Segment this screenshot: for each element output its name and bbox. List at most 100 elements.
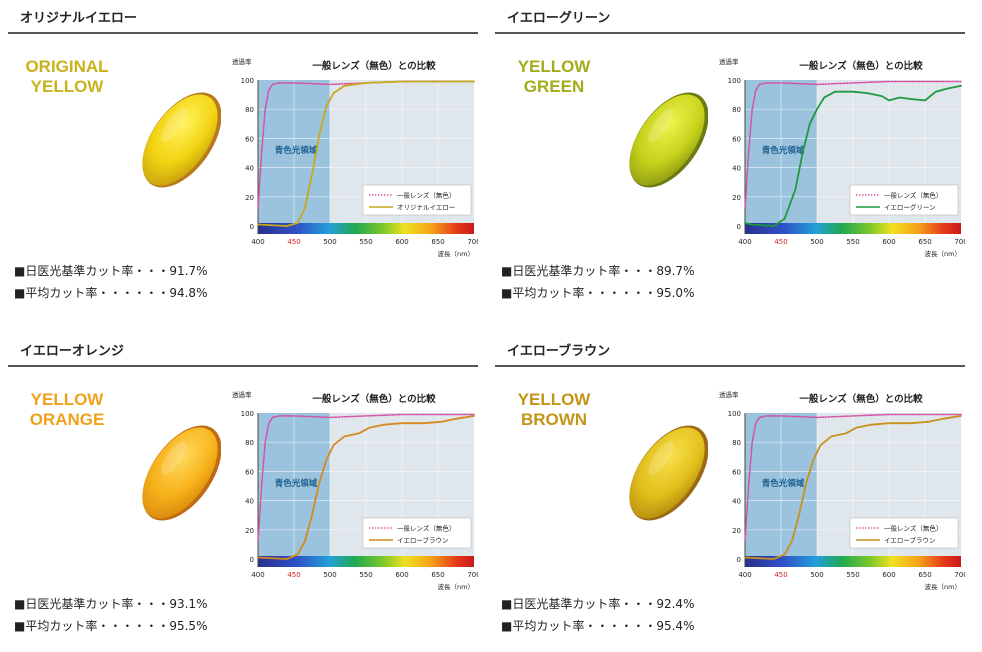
stat-row-jmoa: ■日医光基準カット率・・・93.1% [14, 593, 207, 615]
stat-label: ■平均カット率・・・・・・ [501, 619, 657, 633]
legend-box [362, 517, 472, 549]
stat-label: ■日医光基準カット率・・・ [501, 597, 657, 611]
stat-row-average: ■平均カット率・・・・・・94.8% [14, 282, 207, 304]
legend-label-1: オリジナルイエロー [397, 204, 455, 212]
y-tick-label: 40 [245, 498, 254, 506]
x-tick-label: 500 [810, 238, 823, 246]
x-axis-label: 波長（nm） [438, 582, 474, 591]
region-label: 青色光領域 [762, 145, 805, 156]
stat-row-jmoa: ■日医光基準カット率・・・91.7% [14, 260, 207, 282]
x-axis-label: 波長（nm） [925, 249, 961, 258]
lens-name: YELLOW GREEN [495, 57, 613, 97]
transmittance-chart: 020406080100400450500550600650700透過率一般レン… [719, 390, 965, 591]
spectrum-bar [745, 223, 961, 234]
lens-icon [629, 425, 708, 521]
cut-rate-stats: ■日医光基準カット率・・・93.1% ■平均カット率・・・・・・95.5% [14, 593, 207, 637]
lens-highlight [648, 441, 674, 475]
x-tick-label: 550 [359, 571, 372, 579]
stat-value: 91.7% [169, 264, 208, 278]
chart-title: 一般レンズ（無色）との比較 [799, 393, 923, 405]
y-tick-label: 100 [728, 410, 741, 418]
y-tick-label: 60 [732, 468, 741, 476]
y-tick-label: 0 [737, 223, 741, 231]
x-axis-label: 波長（nm） [438, 249, 474, 258]
y-tick-label: 80 [732, 106, 741, 114]
lens-icon [629, 92, 708, 188]
transmittance-chart: 020406080100400450500550600650700透過率一般レン… [232, 390, 478, 591]
cut-rate-stats: ■日医光基準カット率・・・91.7% ■平均カット率・・・・・・94.8% [14, 260, 207, 304]
legend-label-1: イエローブラウン [397, 536, 449, 545]
lens-name-line-2: BROWN [520, 410, 588, 429]
y-tick-label: 0 [250, 556, 254, 564]
y-tick-label: 20 [732, 527, 741, 535]
stat-value: 94.8% [169, 286, 208, 300]
x-tick-label: 400 [251, 238, 264, 246]
transmittance-chart: 020406080100400450500550600650700透過率一般レン… [719, 57, 965, 258]
x-tick-label: 650 [431, 571, 444, 579]
x-tick-label: 550 [846, 571, 859, 579]
y-tick-label: 80 [732, 439, 741, 447]
stat-row-jmoa: ■日医光基準カット率・・・92.4% [501, 593, 694, 615]
transmittance-chart: 020406080100400450500550600650700透過率一般レン… [232, 57, 478, 258]
lens-name-line-2: YELLOW [30, 77, 104, 96]
stat-value: 95.5% [169, 619, 208, 633]
y-tick-label: 40 [245, 165, 254, 173]
x-tick-label: 400 [251, 571, 264, 579]
x-tick-label: 450 [287, 571, 300, 579]
lens-name-line-2: ORANGE [29, 410, 105, 429]
cut-rate-stats: ■日医光基準カット率・・・89.7% ■平均カット率・・・・・・95.0% [501, 260, 694, 304]
y-tick-label: 0 [737, 556, 741, 564]
x-tick-label: 400 [738, 238, 751, 246]
legend-box [362, 184, 472, 216]
x-tick-label: 450 [287, 238, 300, 246]
lens-name: YELLOW ORANGE [8, 390, 126, 430]
y-tick-label: 60 [245, 135, 254, 143]
chart-title: 一般レンズ（無色）との比較 [312, 60, 436, 72]
stat-row-average: ■平均カット率・・・・・・95.0% [501, 282, 694, 304]
x-tick-label: 500 [323, 238, 336, 246]
panel-original-yellow: オリジナルイエロー ORIGINAL YELLOW 0 20 40 60 80 100 40… [8, 5, 478, 315]
x-tick-label: 650 [918, 571, 931, 579]
lens-name-line-1: ORIGINAL [25, 57, 109, 76]
y-tick-label: 100 [728, 77, 741, 85]
series-line-1 [744, 415, 962, 560]
panel-title: オリジナルイエロー [20, 11, 137, 26]
y-tick-label: 60 [732, 135, 741, 143]
lens-name: YELLOW BROWN [495, 390, 613, 430]
stat-label: ■平均カット率・・・・・・ [14, 286, 170, 300]
y-tick-label: 20 [245, 194, 254, 202]
stat-label: ■平均カット率・・・・・・ [14, 619, 170, 633]
y-axis-label: 透過率 [719, 57, 739, 66]
series-line-0 [744, 413, 962, 543]
stat-row-average: ■平均カット率・・・・・・95.5% [14, 615, 207, 637]
region-label: 青色光領域 [275, 145, 318, 156]
panel-title: イエローオレンジ [20, 344, 124, 359]
lens-highlight [161, 108, 187, 142]
y-tick-label: 80 [245, 106, 254, 114]
chart-title: 一般レンズ（無色）との比較 [312, 393, 436, 405]
series-line-0 [744, 80, 962, 210]
y-tick-label: 60 [245, 468, 254, 476]
title-divider [495, 365, 965, 367]
legend-label-0: 一般レンズ（無色） [884, 524, 942, 533]
spectrum-bar [258, 223, 474, 234]
legend-label-1: イエローブラウン [884, 536, 936, 545]
lens-highlight [161, 441, 187, 475]
lens-body [142, 427, 218, 519]
lens-icon [142, 92, 221, 188]
lens-name: ORIGINAL YELLOW [8, 57, 126, 97]
stat-value: 89.7% [656, 264, 695, 278]
x-tick-label: 650 [918, 238, 931, 246]
x-tick-label: 600 [882, 238, 895, 246]
x-tick-label: 700 [467, 571, 478, 579]
x-tick-label: 600 [395, 238, 408, 246]
stat-value: 92.4% [656, 597, 695, 611]
panel-yellow-orange: イエローオレンジ YELLOW ORANGE 0 20 40 60 80 100 400 45… [8, 338, 478, 648]
legend-box [849, 184, 959, 216]
cut-rate-stats: ■日医光基準カット率・・・92.4% ■平均カット率・・・・・・95.4% [501, 593, 694, 637]
y-tick-label: 40 [732, 165, 741, 173]
stat-row-average: ■平均カット率・・・・・・95.4% [501, 615, 694, 637]
y-axis-label: 透過率 [232, 57, 252, 66]
x-tick-label: 650 [431, 238, 444, 246]
x-tick-label: 600 [395, 571, 408, 579]
